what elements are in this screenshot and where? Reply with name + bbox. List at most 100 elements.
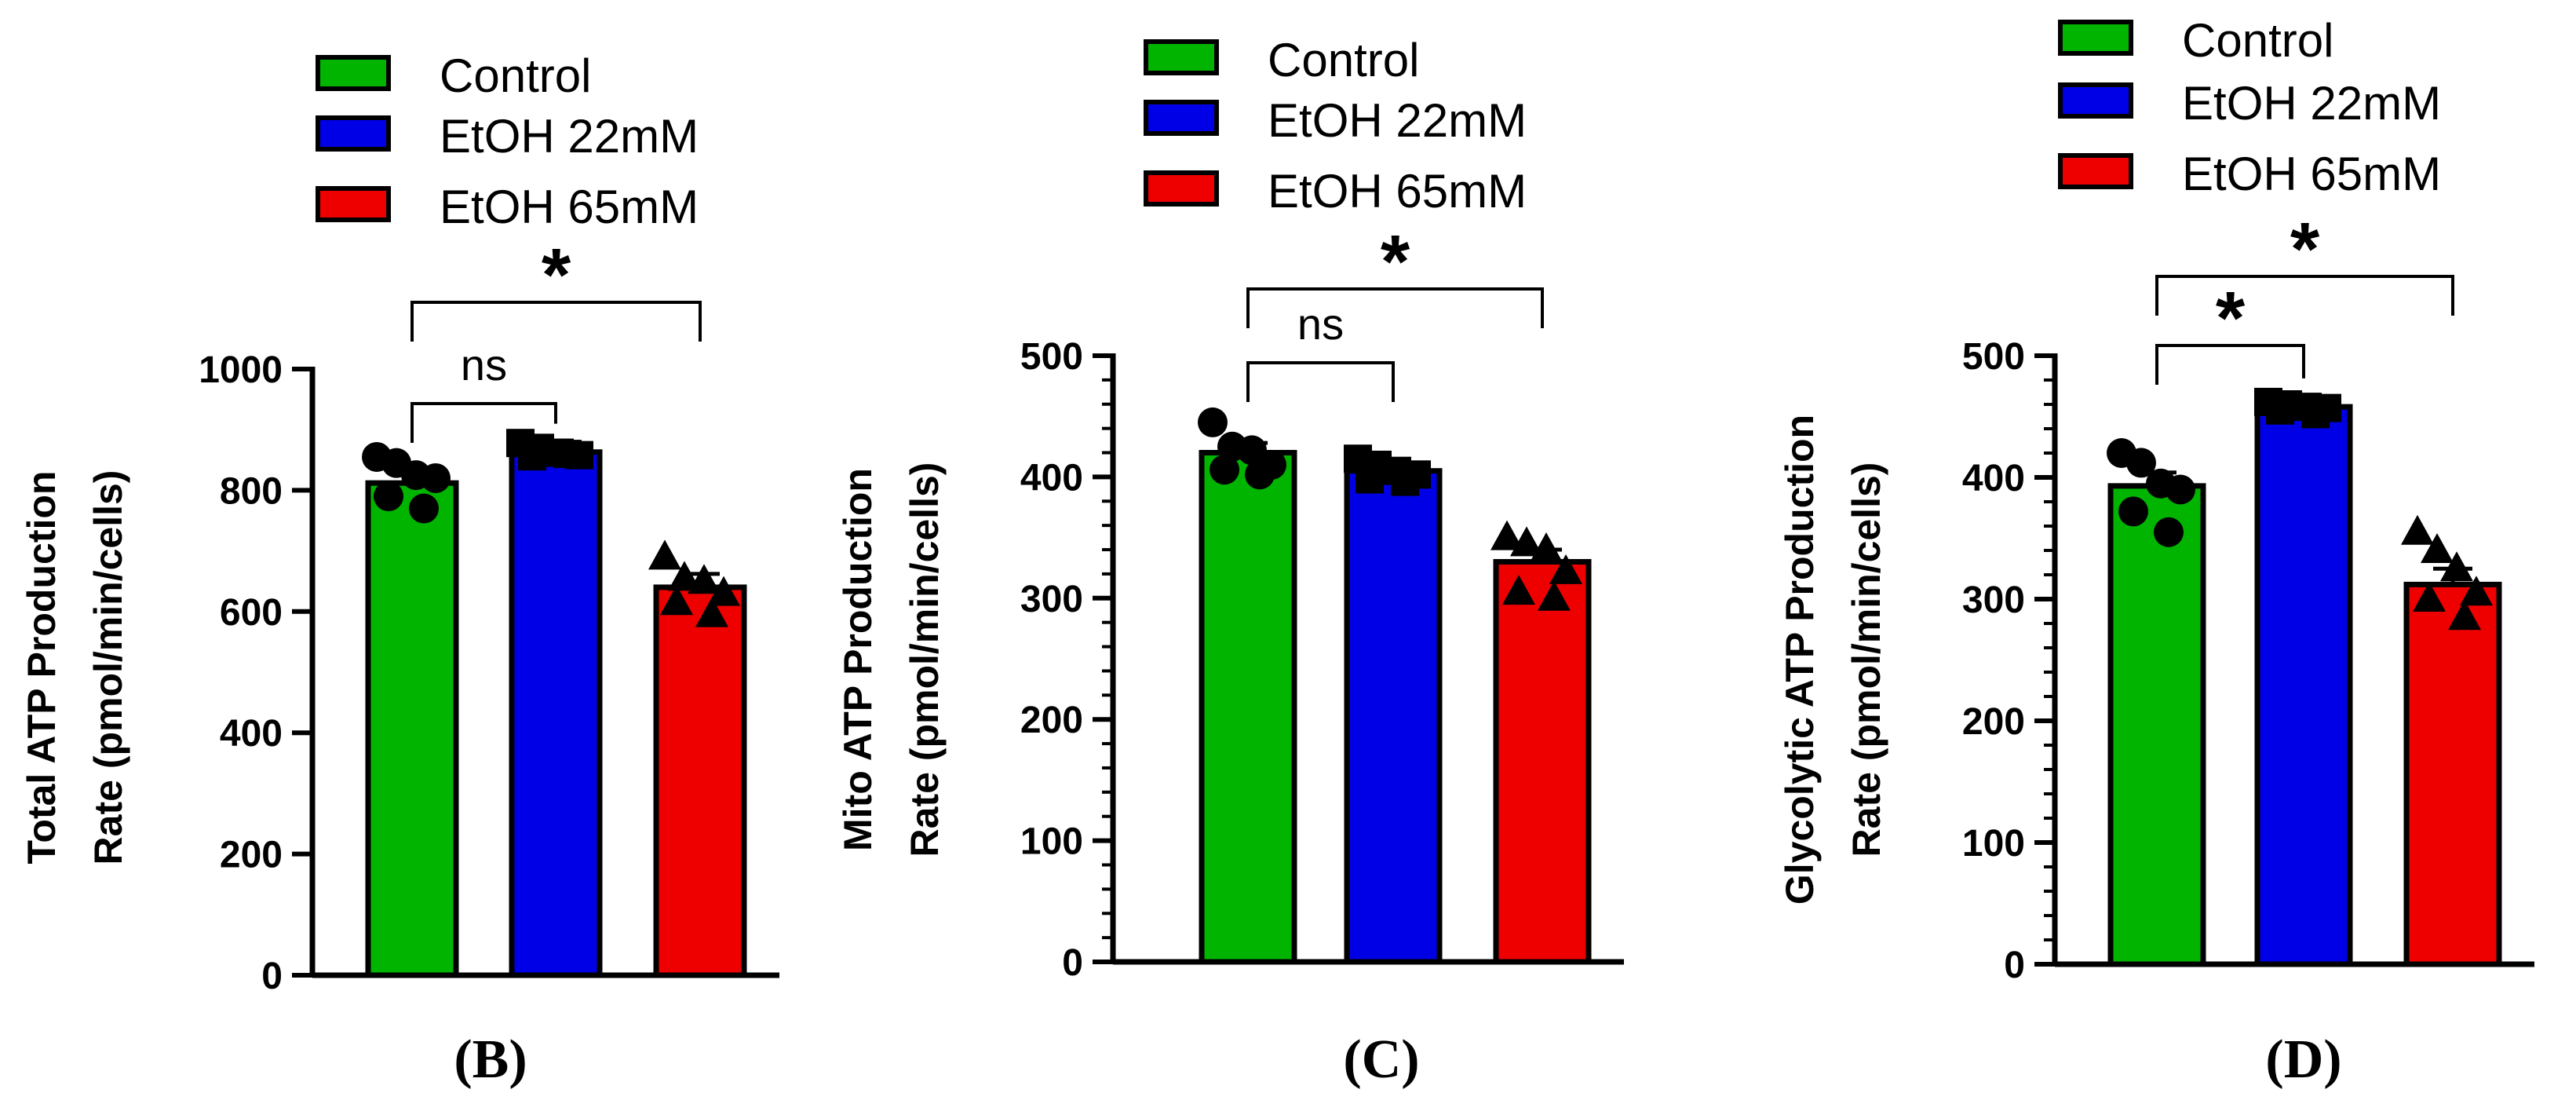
data-point-square [1391,467,1419,496]
bar-etoh65 [1493,558,1592,965]
data-point-triangle [2448,600,2481,631]
bar-etoh65 [2403,581,2502,967]
legend-swatch-control [1144,39,1219,75]
chart-panel-b: Control EtOH 22mM EtOH 65mM 0 200 400 600 800 10… [20,49,779,1090]
y-tick-label: 200 [220,835,283,876]
legend-swatch-control [316,55,391,91]
data-point-square [518,442,546,471]
y-tick-label: 300 [1962,579,2025,621]
y-tick-label: 200 [1020,700,1083,741]
legend-label-control: Control [1268,34,1419,86]
data-point-square [1356,465,1384,494]
y-tick-label: 200 [1962,701,2025,743]
data-point-circle [2154,517,2184,547]
significance-bracket [1246,287,1544,328]
data-point-circle [421,462,451,493]
significance-bracket [410,301,702,342]
legend-label-etoh65: EtOH 65mM [1268,165,1527,218]
data-point-circle [1245,459,1275,490]
significance-bracket [2155,275,2454,316]
legend-swatch-etoh22 [1144,100,1219,136]
y-tick-label: 300 [1020,579,1083,620]
data-point-triangle [660,585,693,616]
bar-control [1199,450,1297,965]
data-point-square [2266,396,2294,425]
significance-label: * [2216,276,2246,360]
data-point-circle [2126,448,2156,478]
panel-label: (B) [454,1029,527,1090]
legend-swatch-etoh65 [316,186,391,222]
y-tick-label: 500 [1962,336,2025,378]
data-point-triangle [2421,533,2454,563]
data-point-triangle [1530,532,1563,563]
significance-label: ns [1297,299,1344,349]
data-point-triangle [2440,551,2473,582]
legend-label-etoh22: EtOH 22mM [440,110,699,163]
bar-control [2107,483,2206,967]
y-tick-label: 100 [1962,823,2025,865]
y-axis-label-line2: Rate (pmol/min/cells) [1844,462,1888,857]
data-point-triangle [648,539,681,570]
significance-label: * [542,233,571,317]
y-tick-label: 500 [1020,336,1083,378]
data-point-triangle [695,597,728,627]
legend-swatch-etoh22 [316,115,391,152]
bar-etoh22 [509,449,603,978]
data-point-triangle [1491,520,1523,550]
bar-etoh22 [2254,404,2353,967]
data-point-triangle [688,564,721,594]
y-tick-label: 0 [261,956,283,997]
data-point-circle [409,493,439,524]
panel-label: (D) [2265,1029,2341,1090]
bar-etoh22 [1344,468,1443,965]
data-point-triangle [1549,554,1582,584]
y-tick-label: 400 [1020,457,1083,499]
y-axis-label-line1: Total ATP Production [20,471,64,865]
y-tick-label: 0 [1062,942,1083,984]
data-point-triangle [2413,582,2446,612]
legend-label-control: Control [2182,14,2333,67]
data-point-triangle [668,561,701,591]
data-point-circle [1198,407,1228,437]
data-point-square [553,440,582,469]
data-point-circle [1210,455,1239,485]
legend-label-control: Control [440,49,591,102]
significance-bracket [410,402,557,443]
data-point-circle [374,481,403,512]
data-point-circle [2118,496,2148,527]
legend-swatch-etoh22 [2058,82,2133,119]
data-point-triangle [1538,580,1571,611]
legend-label-etoh22: EtOH 22mM [1268,94,1527,147]
significance-bracket [2155,344,2305,385]
legend-label-etoh22: EtOH 22mM [2182,77,2441,130]
y-axis-label-line1: Glycolytic ATP Production [1778,415,1822,905]
data-point-triangle [2460,576,2493,606]
bar-control [365,480,459,978]
y-tick-label: 400 [1962,458,2025,499]
y-tick-label: 1000 [199,349,283,391]
significance-bracket [1246,361,1395,402]
legend-swatch-control [2058,20,2133,56]
y-tick-label: 100 [1020,821,1083,863]
significance-label: ns [461,340,507,389]
chart-panel-d: Control EtOH 22mM EtOH 65mM 0 100 200 300 400 50… [1778,14,2534,1090]
bar-etoh65 [653,584,747,978]
legend-swatch-etoh65 [1144,170,1219,207]
y-axis-label-line2: Rate (pmol/min/cells) [86,470,130,865]
panel-label: (C) [1343,1029,1419,1090]
y-tick-label: 600 [220,592,283,634]
significance-label: * [2290,207,2320,291]
data-point-square [2301,400,2330,429]
legend-label-etoh65: EtOH 65mM [440,181,699,233]
chart-panel-c: Control EtOH 22mM EtOH 65mM 0 100 200 300 400 50… [836,34,1624,1090]
y-axis-label-line2: Rate (pmol/min/cells) [903,462,947,857]
y-axis-label-line1: Mito ATP Production [836,468,880,851]
data-point-circle [2166,474,2195,505]
data-point-triangle [1510,526,1543,557]
data-point-triangle [2401,514,2434,545]
data-point-triangle [707,576,740,606]
legend-swatch-etoh65 [2058,153,2133,189]
significance-label: * [1381,220,1410,304]
y-tick-label: 0 [2004,945,2025,986]
